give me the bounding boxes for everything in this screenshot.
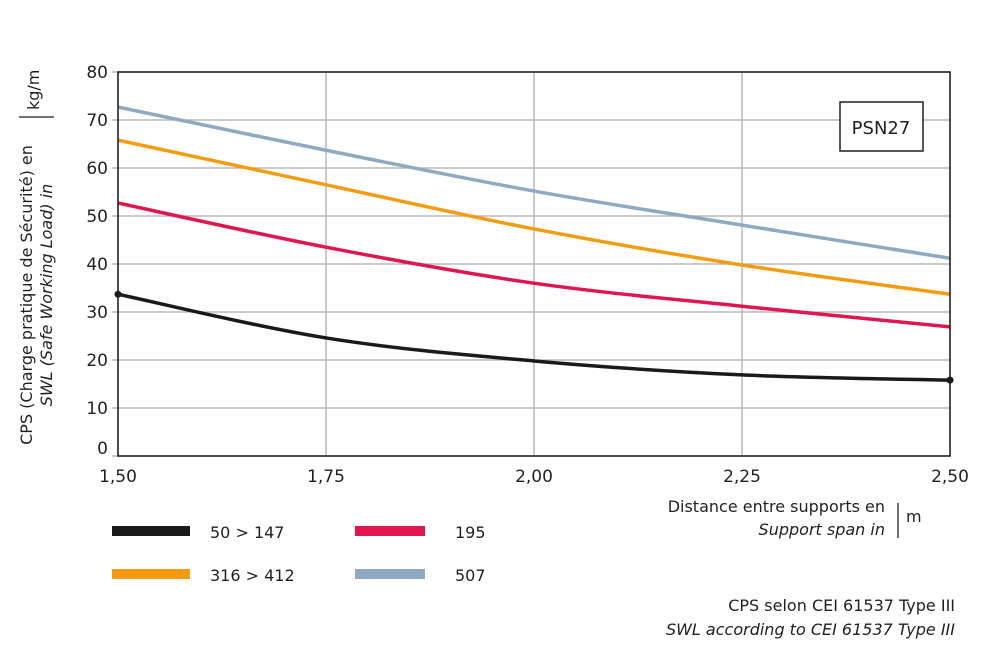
grid	[112, 71, 950, 457]
legend-label: 195	[455, 523, 486, 542]
series-group	[114, 105, 954, 384]
legend-label: 50 > 147	[210, 523, 284, 542]
legend-swatch	[355, 569, 425, 579]
legend-swatch	[112, 526, 190, 536]
x-unit: m	[906, 507, 922, 526]
tick-labels: 0 10 20 30 40 50 60 70 80 1,50 1,75 2,00 2,25 2,50	[86, 63, 969, 487]
y-axis-label: CPS (Charge pratique de Sécurité) en SWL…	[17, 70, 56, 445]
footnote: CPS selon CEI 61537 Type III SWL accordi…	[666, 596, 955, 639]
axes	[117, 71, 951, 457]
psn-annotation: PSN27	[839, 101, 924, 152]
y-tick-label: 40	[86, 255, 108, 275]
y-tick-label: 50	[86, 207, 108, 227]
series-line-195	[117, 201, 951, 329]
x-label-line2: Support span in	[759, 520, 885, 539]
y-tick-label: 10	[86, 399, 108, 419]
legend-item: 195	[355, 523, 486, 542]
legend-swatch	[112, 569, 190, 579]
footnote-line1: CPS selon CEI 61537 Type III	[728, 596, 955, 615]
series-line-316-412	[117, 138, 951, 296]
x-tick-label: 1,50	[99, 467, 137, 487]
legend-label: 316 > 412	[210, 566, 295, 585]
y-tick-label: 0	[97, 439, 108, 459]
x-axis-label: Distance entre supports en Support span …	[668, 497, 922, 539]
y-tick-label: 70	[86, 111, 108, 131]
legend-item: 507	[355, 566, 486, 585]
series-line-50-147	[117, 292, 951, 382]
legend: 50 > 147 195 316 > 412 507	[112, 523, 486, 585]
y-tick-label: 20	[86, 351, 108, 371]
x-label-line1: Distance entre supports en	[668, 497, 885, 516]
legend-swatch	[355, 526, 425, 536]
series-line-507	[117, 105, 951, 260]
x-tick-label: 1,75	[307, 467, 345, 487]
y-label-line2: SWL (Safe Working Load) in	[37, 184, 56, 407]
footnote-line2: SWL according to CEI 61537 Type III	[666, 620, 955, 639]
annotation-text: PSN27	[852, 118, 911, 139]
y-tick-label: 80	[86, 63, 108, 83]
x-tick-label: 2,00	[515, 467, 553, 487]
y-tick-label: 60	[86, 159, 108, 179]
legend-item: 50 > 147	[112, 523, 284, 542]
x-tick-label: 2,50	[931, 467, 969, 487]
x-tick-label: 2,25	[723, 467, 761, 487]
y-unit: kg/m	[24, 70, 43, 110]
legend-label: 507	[455, 566, 486, 585]
y-label-line1: CPS (Charge pratique de Sécurité) en	[17, 145, 36, 445]
legend-item: 316 > 412	[112, 566, 295, 585]
y-tick-label: 30	[86, 303, 108, 323]
plot-frame	[117, 71, 951, 457]
